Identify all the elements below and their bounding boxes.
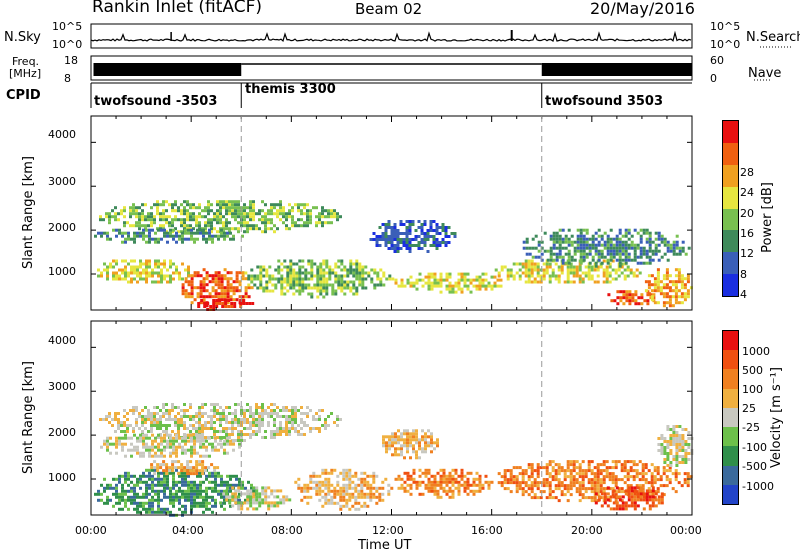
power-panel-blob-0 (99, 200, 342, 234)
vel-cb-tick-neg100: -100 (742, 441, 767, 454)
noise-panel-frame (90, 23, 693, 49)
xtick-1: 04:00 (172, 524, 204, 537)
cb-power-swatch-6 (723, 142, 738, 165)
xtick-5: 20:00 (571, 524, 603, 537)
cb-vel-swatch-8 (723, 331, 738, 351)
date-label: 20/May/2016 (590, 0, 695, 18)
xtick-2: 08:00 (271, 524, 303, 537)
cb-power-swatch-7 (723, 121, 738, 143)
velocity-ytick-2000: 2000 (48, 426, 76, 439)
vel-cb-tick-neg500: -500 (742, 460, 767, 473)
cb-vel-swatch-2 (723, 446, 738, 466)
power-colorbar-title: Power [dB] (759, 182, 775, 253)
freq-left-tick-bottom: 8 (64, 72, 71, 85)
velocity-panel-blob-7 (497, 460, 693, 503)
cb-vel-swatch-4 (723, 407, 738, 428)
beam-label: Beam 02 (355, 0, 423, 18)
power-ytick-1000: 1000 (48, 265, 76, 278)
nave-right-tick-top: 60 (710, 54, 724, 67)
power-cb-tick-4: 4 (740, 288, 747, 301)
vel-cb-tick-1000: 1000 (742, 345, 770, 358)
station-title: Rankin Inlet (fitACF) (92, 0, 263, 17)
power-colorbar (722, 120, 739, 297)
freq-left-tick-top: 18 (64, 54, 78, 67)
cb-vel-swatch-6 (723, 369, 738, 389)
velocity-panel-blob-8 (594, 486, 664, 511)
noise-sky-line (90, 30, 692, 42)
cb-vel-swatch-5 (723, 388, 738, 408)
power-ytick-4000: 4000 (48, 128, 76, 141)
power-panel-blob-5 (244, 259, 395, 299)
power-panel-blob-8 (607, 290, 656, 306)
velocity-panel-blob-4 (219, 486, 292, 511)
noise-sky-label: N.Sky (4, 30, 41, 45)
cb-power-swatch-2 (723, 230, 738, 253)
x-axis-title: Time UT (358, 538, 412, 553)
cpid-segment-1: twofsound -3503 (94, 94, 218, 109)
cb-power-swatch-3 (723, 208, 738, 231)
cb-power-swatch-1 (723, 252, 738, 275)
vel-cb-tick-500: 500 (742, 364, 763, 377)
vel-cb-tick-neg25: -25 (742, 421, 760, 434)
power-panel-blob-1 (94, 228, 244, 244)
noise-right-tick-top: 10^5 (710, 20, 741, 33)
cpid-label: CPID (6, 88, 41, 103)
cb-power-swatch-5 (723, 164, 738, 187)
power-panel-blob-10 (369, 220, 457, 253)
cpid-segment-2: themis 3300 (245, 82, 336, 97)
cb-vel-swatch-0 (723, 484, 738, 504)
power-cb-tick-24: 24 (740, 186, 754, 199)
velocity-ytick-3000: 3000 (48, 380, 76, 393)
velocity-colorbar (722, 330, 739, 505)
cb-power-swatch-4 (723, 186, 738, 209)
vel-cb-tick-neg1000: -1000 (742, 480, 774, 493)
power-ytick-3000: 3000 (48, 175, 76, 188)
velocity-panel-blob-2 (94, 468, 256, 517)
noise-left-tick-top: 10^5 (52, 20, 83, 33)
velocity-panel-blob-3 (150, 460, 220, 476)
vel-cb-tick-25: 25 (742, 402, 756, 415)
freq-block-1 (93, 63, 242, 76)
velocity-panel-blob-6 (394, 468, 494, 499)
velocity-panel-blob-1 (100, 433, 241, 458)
power-cb-tick-28: 28 (740, 166, 754, 179)
power-ytick-2000: 2000 (48, 221, 76, 234)
power-cb-tick-20: 20 (740, 207, 754, 220)
noise-search-label: N.Search (746, 30, 800, 45)
velocity-panel-blob-10 (382, 429, 439, 460)
power-panel-blob-6 (394, 272, 503, 294)
cb-power-swatch-0 (723, 274, 738, 296)
noise-left-tick-bottom: 10^0 (52, 38, 83, 51)
xtick-6: 00:00 (670, 524, 702, 537)
power-panel-blob-9 (644, 268, 693, 308)
velocity-panel-blob-5 (294, 468, 394, 511)
cpid-segment-3: twofsound 3503 (545, 94, 664, 109)
xtick-0: 00:00 (75, 524, 107, 537)
freq-block-2 (541, 63, 692, 76)
velocity-panel-blob-9 (657, 425, 694, 467)
cb-vel-swatch-3 (723, 427, 738, 447)
velocity-colorbar-title: Velocity [m s⁻¹] (768, 367, 784, 468)
freq-unit-label: [MHz] (9, 67, 42, 80)
cb-vel-swatch-7 (723, 350, 738, 370)
power-cb-tick-8: 8 (740, 268, 747, 281)
nave-right-tick-bottom: 0 (710, 72, 717, 85)
power-panel-blob-4 (197, 299, 255, 311)
nave-label: Nave (748, 66, 782, 81)
noise-right-tick-bottom: 10^0 (710, 38, 741, 51)
xtick-3: 12:00 (372, 524, 404, 537)
power-panel-blob-7 (494, 259, 642, 284)
velocity-ytick-4000: 4000 (48, 334, 76, 347)
xtick-4: 16:00 (471, 524, 503, 537)
power-cb-tick-16: 16 (740, 227, 754, 240)
cb-vel-swatch-1 (723, 465, 738, 485)
power-panel-blob-11 (522, 228, 691, 268)
velocity-ytick-1000: 1000 (48, 471, 76, 484)
vel-cb-tick-100: 100 (742, 383, 763, 396)
power-panel-blob-3 (181, 268, 254, 308)
power-panel-blob-2 (97, 259, 190, 284)
freq-label: Freq. (12, 55, 40, 68)
power-cb-tick-12: 12 (740, 247, 754, 260)
